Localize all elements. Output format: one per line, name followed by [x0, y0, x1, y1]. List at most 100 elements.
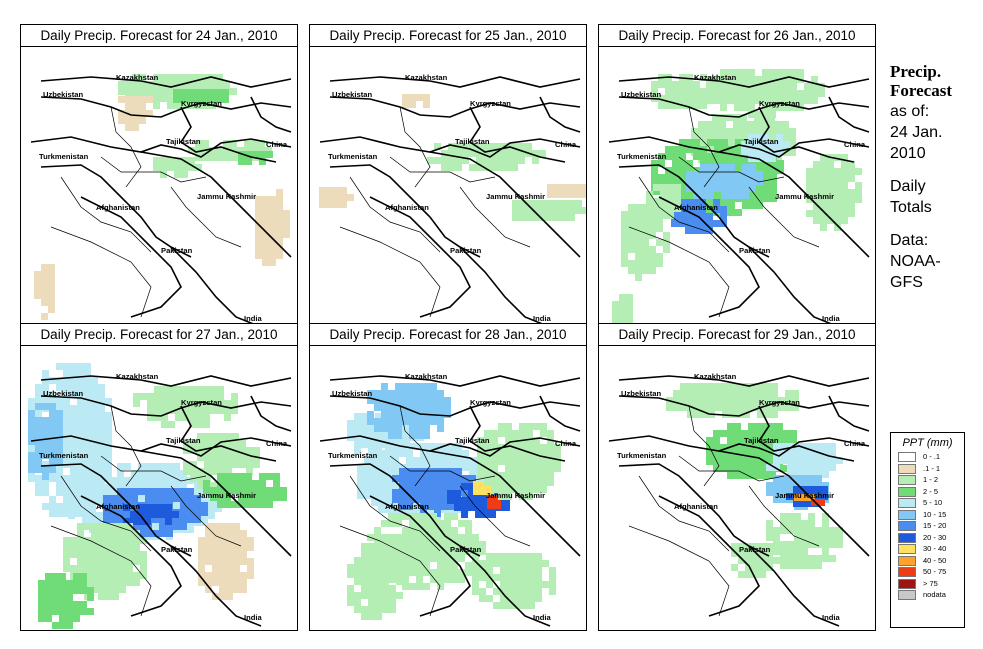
precip-cell [766, 534, 773, 541]
label-jammu-kashmir: Jammu Kashmir [486, 491, 545, 500]
precip-cell [167, 164, 174, 171]
precip-cell [498, 479, 505, 486]
precip-cell [706, 451, 713, 458]
precip-cell [743, 383, 750, 390]
precip-cell [687, 404, 694, 411]
boundary-line [459, 246, 551, 328]
precip-cell [720, 458, 727, 465]
precip-cell [84, 377, 91, 384]
precip-cell [409, 390, 416, 397]
precip-cell [476, 157, 483, 164]
precip-cell [189, 421, 196, 428]
precip-cell [70, 544, 77, 551]
precip-cell [437, 520, 444, 527]
precip-cell [87, 587, 94, 594]
precip-cell [476, 143, 483, 150]
precip-cell [748, 444, 755, 451]
precip-cell [368, 606, 375, 613]
precip-cell [231, 487, 238, 494]
legend-label: 20 - 30 [923, 532, 947, 542]
legend-label: 2 - 5 [923, 486, 939, 496]
precip-cell [469, 457, 476, 464]
precip-cell [103, 470, 110, 477]
precip-cell [45, 580, 52, 587]
precip-cell [103, 495, 110, 502]
precip-cell [721, 164, 728, 171]
boundary-line [100, 156, 207, 183]
precip-cell [402, 576, 409, 583]
precip-cell [82, 512, 89, 519]
precip-cell [63, 391, 70, 398]
precip-cell [133, 530, 140, 537]
precip-cell [780, 548, 787, 555]
precip-cell [540, 479, 547, 486]
precip-cell [642, 253, 649, 260]
precip-cell [748, 451, 755, 458]
precip-cell [38, 594, 45, 601]
boundary-line [459, 485, 531, 547]
precip-cell [173, 516, 180, 523]
precip-cell [80, 573, 87, 580]
precip-cell [836, 527, 843, 534]
precip-cell [361, 441, 368, 448]
precip-cell [138, 530, 145, 537]
precip-cell [119, 579, 126, 586]
precip-cell [782, 128, 789, 135]
precip-cell [378, 464, 385, 471]
precip-cell [491, 458, 498, 465]
precip-cell [251, 147, 258, 154]
precip-cell [612, 308, 619, 315]
precip-cell [158, 511, 165, 518]
precip-cell [686, 74, 693, 81]
precip-cell [674, 184, 681, 191]
precip-cell [766, 464, 773, 471]
precip-cell [133, 572, 140, 579]
precip-cell [698, 128, 705, 135]
precip-cell [729, 411, 736, 418]
precip-cell [748, 472, 755, 479]
label-china: China [266, 140, 288, 149]
precip-cell [687, 383, 694, 390]
precip-cell [388, 404, 395, 411]
precip-cell [42, 377, 49, 384]
precip-cell [70, 475, 77, 482]
label-afghanistan: Afghanistan [674, 502, 718, 511]
precip-cell [665, 153, 672, 160]
precip-cell [575, 200, 582, 207]
precip-cell [685, 199, 692, 206]
precip-cell [434, 143, 441, 150]
precip-cell [813, 196, 820, 203]
precip-cell [719, 114, 726, 121]
precip-cell [487, 495, 494, 502]
precip-cell [766, 543, 773, 550]
precip-cell [204, 454, 211, 461]
precip-cell [678, 206, 685, 213]
precip-cell [762, 83, 769, 90]
precip-cell [368, 571, 375, 578]
precip-cell [48, 271, 55, 278]
precip-cell [119, 551, 126, 558]
precip-cell [526, 444, 533, 451]
precip-cell [82, 484, 89, 491]
label-india: India [822, 613, 840, 622]
precip-cell [194, 96, 201, 103]
precip-cell [180, 488, 187, 495]
precip-cell [705, 121, 712, 128]
precip-cell [203, 480, 210, 487]
precip-cell [180, 502, 187, 509]
precip-field [319, 94, 586, 221]
precip-cell [773, 464, 780, 471]
precip-cell [814, 486, 821, 493]
precip-cell [715, 390, 722, 397]
precip-cell [354, 441, 361, 448]
precip-cell [547, 479, 554, 486]
precip-cell [59, 580, 66, 587]
precip-cell [154, 386, 161, 393]
precip-cell [679, 174, 686, 181]
precip-cell [827, 182, 834, 189]
precip-cell [195, 102, 202, 109]
precip-cell [189, 393, 196, 400]
precip-cell [340, 187, 347, 194]
precip-cell [699, 213, 706, 220]
precip-cell [35, 424, 42, 431]
